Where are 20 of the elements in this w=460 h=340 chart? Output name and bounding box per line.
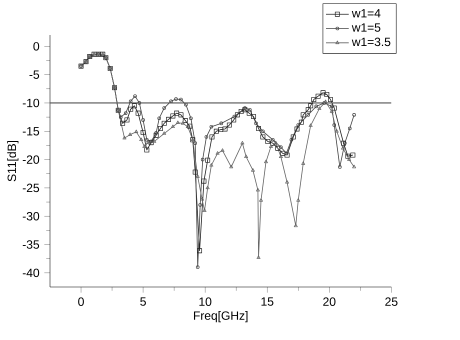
y-tick-label: -30 [22,212,40,220]
y-tick-label: -35 [22,240,40,249]
y-axis-title: S11[dB] [7,140,18,182]
y-tick-label: -20 [22,155,40,164]
x-tick-label: 5 [140,297,146,306]
y-tick-label: -10 [22,98,40,108]
legend-label: w1=4 [352,9,380,18]
x-tick-label: 20 [323,297,336,306]
legend-label: w1=5 [352,23,380,32]
legend-label: w1=3.5 [352,38,390,46]
y-tick-label: -25 [22,184,40,192]
y-tick-label: 0 [33,42,40,51]
x-tick-label: 15 [261,297,274,306]
y-tick-label: -40 [22,268,40,278]
y-tick-label: -5 [29,70,40,79]
x-axis-title: Freq[GHz] [194,311,248,322]
x-tick-label: 0 [78,297,84,306]
y-tick-label: -15 [22,127,40,136]
x-tick-label: 10 [199,297,212,306]
x-tick-label: 25 [385,297,398,306]
